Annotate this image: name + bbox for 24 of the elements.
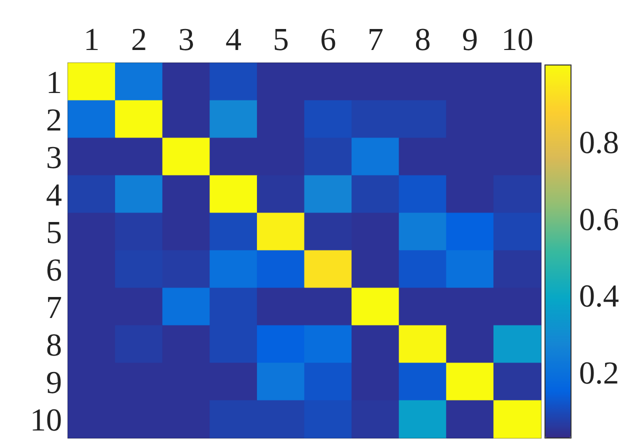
color-bar-label: 0.2 [579, 354, 619, 391]
y-tick-label: 4 [46, 176, 62, 212]
y-tick-label: 8 [46, 326, 62, 362]
color-bar-label: 0.4 [579, 278, 619, 314]
color-bar-label: 0.6 [579, 200, 619, 237]
x-tick-label: 1 [84, 21, 100, 57]
y-tick-label: 3 [46, 138, 62, 175]
color-bar-label: 0.8 [579, 124, 619, 160]
x-tick-label: 3 [178, 21, 194, 57]
y-tick-label: 6 [46, 251, 62, 288]
x-tick-label: 7 [367, 21, 384, 57]
x-tick-label: 9 [462, 21, 478, 57]
y-tick-label: 5 [46, 214, 62, 250]
x-tick-label: 10 [501, 21, 534, 57]
y-tick-label: 9 [46, 364, 62, 400]
y-tick-label: 1 [46, 64, 62, 100]
x-tick-label: 4 [226, 21, 242, 57]
y-tick-label: 10 [30, 401, 62, 438]
y-tick-label: 7 [46, 288, 62, 325]
x-tick-label: 6 [320, 21, 336, 57]
x-tick-label: 8 [414, 21, 431, 57]
y-tick-label: 2 [46, 101, 62, 138]
x-tick-label: 2 [130, 21, 147, 57]
x-tick-label: 5 [272, 21, 289, 57]
